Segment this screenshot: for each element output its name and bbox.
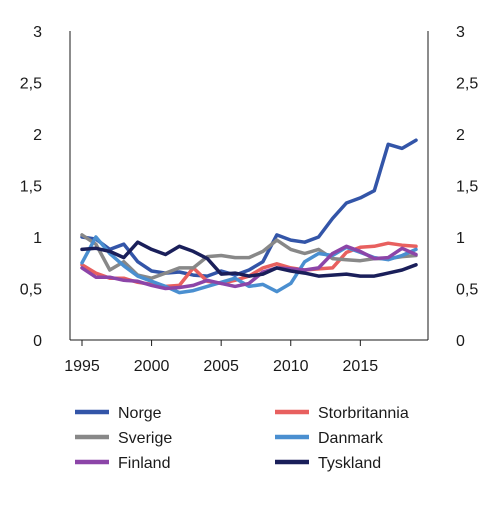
x-tick-label: 2000 <box>134 358 170 375</box>
axes: 0 0,5 1 1,5 2 2,5 3 0 0,5 1 1,5 2 2,5 3 1995 2000 2005 20… <box>20 24 479 375</box>
series-line-tyskland <box>80 240 418 278</box>
y-tick-label-left: 3 <box>33 24 42 41</box>
series-line-norge <box>80 138 418 278</box>
y-tick-label-left: 2 <box>33 127 42 144</box>
plot-area <box>80 138 418 295</box>
x-tick-label: 2015 <box>343 358 379 375</box>
y-tick-label-left: 1 <box>33 230 42 247</box>
legend-label: Finland <box>118 455 170 472</box>
legend: Norge Storbritannia Sverige Danmark Finland T… <box>75 405 409 472</box>
y-tick-label-right: 1,5 <box>456 179 478 196</box>
y-tick-label-right: 1 <box>456 230 465 247</box>
y-tick-label-left: 0,5 <box>20 282 42 299</box>
y-tick-label-right: 2,5 <box>456 76 478 93</box>
y-tick-label-right: 3 <box>456 24 465 41</box>
y-tick-label-right: 0 <box>456 333 465 350</box>
legend-label: Norge <box>118 405 162 422</box>
legend-label: Danmark <box>318 430 384 447</box>
y-tick-label-left: 1,5 <box>20 179 42 196</box>
x-tick-label: 2005 <box>203 358 239 375</box>
x-tick-label: 1995 <box>64 358 100 375</box>
y-tick-label-right: 0,5 <box>456 282 478 299</box>
series-line-finland <box>80 244 418 291</box>
y-tick-label-left: 2,5 <box>20 76 42 93</box>
x-tick-label: 2010 <box>273 358 309 375</box>
legend-label: Storbritannia <box>318 405 409 422</box>
legend-label: Sverige <box>118 430 172 447</box>
legend-label: Tyskland <box>318 455 381 472</box>
y-tick-label-left: 0 <box>33 333 42 350</box>
y-tick-label-right: 2 <box>456 127 465 144</box>
